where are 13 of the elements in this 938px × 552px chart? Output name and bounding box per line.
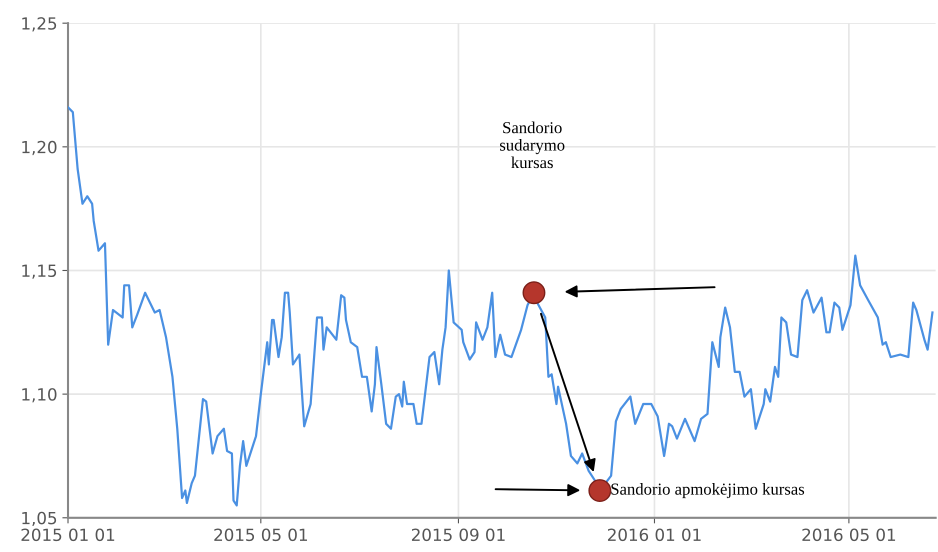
line-series: [68, 106, 934, 507]
y-tick-label: 1,15: [22, 264, 56, 279]
y-tick-label: 1,25: [22, 17, 56, 32]
y-tick-label: 1,05: [22, 512, 56, 526]
x-tick-label: 2015 01 01: [22, 528, 114, 542]
x-tick-label: 2015 09 01: [412, 528, 505, 542]
annotation: Sandorio sudarymo kursas: [500, 122, 564, 168]
annotation: Sandorio apmokėjimo kursas: [611, 483, 804, 498]
x-tick-label: 2015 05 01: [214, 528, 307, 542]
y-tick-label: 1,10: [22, 388, 56, 402]
y-tick-label: 1,20: [22, 140, 56, 156]
x-tick-label: 2016 01 01: [608, 528, 701, 542]
x-tick-label: 2016 05 01: [802, 528, 896, 542]
